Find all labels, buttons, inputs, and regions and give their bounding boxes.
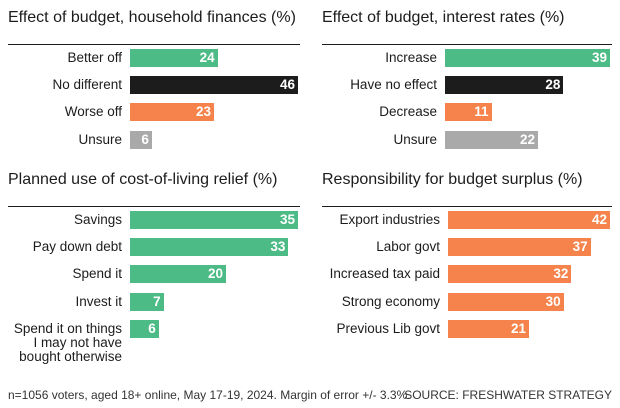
category-label: Increased tax paid	[329, 266, 440, 282]
chart-title: Effect of budget, interest rates (%)	[322, 9, 565, 26]
bar: 39	[445, 49, 610, 67]
bar: 35	[130, 211, 298, 229]
bar: 37	[448, 238, 591, 257]
chart-title: Responsibility for budget surplus (%)	[322, 171, 583, 188]
bar: 22	[445, 130, 539, 149]
category-label: Pay down debt	[32, 239, 122, 255]
bar: 32	[448, 265, 572, 284]
category-label: Have no effect	[350, 77, 437, 93]
category-label: Unsure	[393, 131, 437, 147]
category-label: Better off	[67, 50, 122, 65]
bar: 6	[130, 130, 152, 149]
category-label: Increase	[385, 50, 437, 65]
bar: 24	[130, 49, 218, 67]
category-label: Export industries	[339, 212, 440, 227]
chart-title: Planned use of cost-of-living relief (%)	[8, 171, 278, 188]
bar: 23	[130, 103, 214, 122]
bar: 21	[448, 319, 529, 338]
category-label: Worse off	[64, 104, 122, 120]
bar: 6	[130, 319, 159, 338]
title-rule	[322, 44, 612, 45]
category-label: Invest it	[75, 293, 122, 309]
source: SOURCE: FRESHWATER STRATEGY	[404, 388, 612, 402]
bar: 11	[445, 103, 492, 122]
bar: 28	[445, 76, 564, 95]
chart-title: Effect of budget, household finances (%)	[8, 9, 296, 26]
bar: 42	[448, 211, 610, 229]
title-rule	[322, 206, 612, 207]
category-label: Spend it	[72, 266, 122, 282]
bar: 46	[130, 76, 298, 95]
category-label: Previous Lib govt	[336, 320, 440, 336]
bar: 7	[130, 292, 164, 311]
category-label: Unsure	[78, 131, 122, 147]
category-label: Savings	[73, 212, 122, 227]
bar: 30	[448, 292, 564, 311]
category-label: Decrease	[379, 104, 437, 120]
bar: 20	[130, 265, 226, 284]
category-label: Labor govt	[376, 239, 440, 255]
title-rule	[8, 206, 300, 207]
category-label: Spend it on things I may not have bought…	[13, 320, 122, 364]
category-label: Strong economy	[341, 293, 440, 309]
category-label: No different	[52, 77, 122, 93]
title-rule	[8, 44, 300, 45]
footnote: n=1056 voters, aged 18+ online, May 17-1…	[8, 388, 411, 402]
bar: 33	[130, 238, 289, 257]
